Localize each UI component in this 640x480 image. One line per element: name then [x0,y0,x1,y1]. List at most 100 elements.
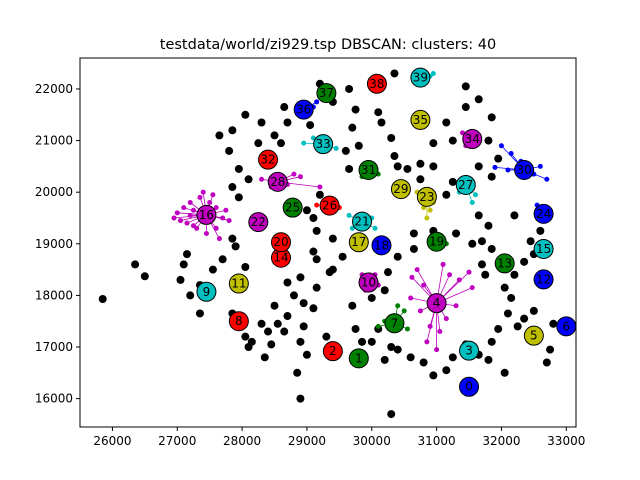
noise-point [345,84,354,93]
cluster-member-point [498,143,504,149]
y-tick-label: 20000 [35,185,73,199]
cluster-center-4 [426,293,447,314]
cluster-center-19 [426,231,447,252]
noise-point [341,146,350,155]
cluster-member-point [203,230,209,236]
cluster-label-28: 28 [270,175,285,189]
noise-point [208,265,217,274]
noise-point [276,139,285,148]
cluster-member-point [213,225,219,231]
noise-point [338,252,347,261]
noise-point [302,206,311,215]
noise-point [299,299,308,308]
noise-point [228,183,237,192]
cluster-member-point [333,145,339,151]
cluster-member-point [190,223,196,229]
cluster-center-0 [459,376,480,397]
cluster-member-point [177,218,183,224]
cluster-member-point [424,215,430,221]
cluster-member-point [443,316,449,322]
noise-point [448,353,457,362]
noise-point [393,162,402,171]
cluster-center-16 [196,204,217,225]
cluster-center-39 [410,67,431,88]
noise-point [244,175,253,184]
cluster-label-33: 33 [315,137,330,151]
noise-point [234,193,243,202]
noise-point [513,322,522,331]
noise-point [484,136,493,145]
noise-point [283,118,292,127]
noise-point [296,273,305,282]
noise-point [241,263,250,272]
noise-point [409,229,418,238]
noise-point [374,108,383,117]
cluster-label-35: 35 [413,113,428,127]
cluster-member-point [213,205,219,211]
cluster-member-point [171,215,177,221]
noise-point [312,255,321,264]
noise-point [474,211,483,220]
noise-point [380,286,389,295]
cluster-members [171,70,553,353]
cluster-label-22: 22 [251,215,266,229]
cluster-member-point [447,272,453,278]
cluster-label-24: 24 [536,207,551,221]
x-axis: 26000 27000 28000 29000 30000 31000 32000 33000 [93,427,585,448]
cluster-label-37: 37 [319,86,334,100]
noise-point [241,110,250,119]
cluster-label-11: 11 [231,277,246,291]
noise-point [429,139,438,148]
cluster-member-point [453,303,459,309]
noise-point [487,113,496,122]
noise-point [409,244,418,253]
cluster-member-point [414,267,420,273]
cluster-label-0: 0 [465,380,473,394]
noise-point [510,211,519,220]
y-tick-label: 16000 [35,392,73,406]
cluster-member-point [197,194,203,200]
plot-frame [79,57,577,428]
noise-point [494,154,503,163]
cluster-member-point [226,218,232,224]
cluster-center-30 [514,159,535,180]
cluster-label-8: 8 [235,314,243,328]
noise-point [546,345,555,354]
cluster-label-38: 38 [369,77,384,91]
noise-point [270,301,279,310]
cluster-center-24 [533,203,554,224]
noise-point [461,103,470,112]
y-tick-label: 17000 [35,340,73,354]
noise-point [393,252,402,261]
cluster-member-point [544,176,550,182]
noise-point [468,239,477,248]
noise-point [225,146,234,155]
noise-point [270,131,279,140]
cluster-center-38 [366,73,387,94]
noise-point [351,324,360,333]
cluster-member-point [473,192,479,198]
cluster-label-6: 6 [562,319,570,333]
cluster-center-18 [371,235,392,256]
cluster-member-point [409,274,415,280]
cluster-member-point [317,184,323,190]
noise-point [500,368,509,377]
cluster-label-3: 3 [465,344,473,358]
noise-point [503,309,512,318]
y-tick-label: 18000 [35,288,73,302]
noise-point [345,164,354,173]
noise-point [461,82,470,91]
cluster-center-33 [313,134,334,155]
noise-point [283,312,292,321]
x-tick-label: 29000 [288,434,326,448]
noise-point [387,343,396,352]
noise-point [442,190,451,199]
cluster-label-23: 23 [419,190,434,204]
noise-point [477,260,486,269]
noise-point [218,255,227,264]
cluster-center-22 [248,212,269,233]
cluster-center-9 [196,281,217,302]
noise-point [351,105,360,114]
noise-point [487,244,496,253]
noise-point [231,242,240,251]
